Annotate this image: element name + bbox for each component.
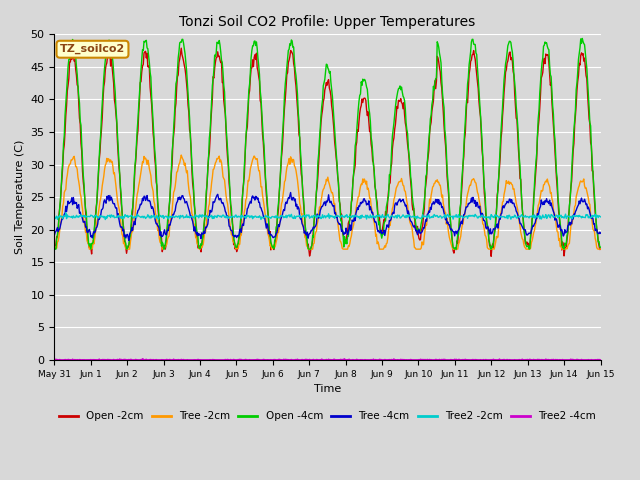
Open -2cm	[60, 142, 68, 148]
Tree -2cm	[60, 190, 68, 195]
Tree2 -4cm	[202, 357, 209, 363]
Open -2cm	[172, 100, 180, 106]
Open -2cm	[116, 186, 124, 192]
Line: Tree2 -2cm: Tree2 -2cm	[54, 213, 600, 219]
Tree -2cm	[596, 246, 604, 252]
X-axis label: Time: Time	[314, 384, 341, 394]
Tree2 -4cm	[173, 357, 180, 363]
Tree2 -4cm	[395, 357, 403, 362]
Line: Tree -2cm: Tree -2cm	[54, 155, 600, 249]
Tree2 -4cm	[51, 357, 58, 363]
Tree2 -4cm	[139, 356, 147, 361]
Open -4cm	[395, 86, 403, 92]
Tree2 -2cm	[60, 214, 68, 219]
Tree2 -2cm	[412, 214, 419, 220]
Open -4cm	[411, 216, 419, 222]
Text: TZ_soilco2: TZ_soilco2	[60, 44, 125, 54]
Tree -4cm	[173, 200, 180, 205]
Tree -4cm	[412, 225, 419, 231]
Tree -2cm	[412, 245, 419, 251]
Tree -4cm	[287, 190, 294, 195]
Open -2cm	[395, 97, 403, 103]
Tree2 -2cm	[62, 210, 70, 216]
Open -4cm	[596, 244, 604, 250]
Tree2 -4cm	[116, 357, 124, 362]
Line: Open -2cm: Open -2cm	[54, 48, 600, 256]
Tree -2cm	[173, 169, 180, 175]
Tree -4cm	[51, 232, 58, 238]
Tree -2cm	[202, 222, 210, 228]
Open -2cm	[411, 211, 419, 217]
Line: Open -4cm: Open -4cm	[54, 38, 600, 249]
Y-axis label: Soil Temperature (C): Soil Temperature (C)	[15, 140, 25, 254]
Open -2cm	[177, 45, 185, 51]
Tree2 -2cm	[396, 212, 403, 218]
Open -2cm	[487, 253, 495, 259]
Tree -4cm	[202, 224, 209, 230]
Legend: Open -2cm, Tree -2cm, Open -4cm, Tree -4cm, Tree2 -2cm, Tree2 -4cm: Open -2cm, Tree -2cm, Open -4cm, Tree -4…	[55, 408, 600, 426]
Tree2 -2cm	[102, 216, 109, 222]
Open -4cm	[173, 78, 180, 84]
Tree2 -2cm	[202, 213, 210, 218]
Tree -2cm	[86, 246, 93, 252]
Open -4cm	[61, 112, 69, 118]
Tree2 -2cm	[173, 214, 181, 220]
Open -4cm	[117, 192, 125, 198]
Line: Tree -4cm: Tree -4cm	[54, 192, 600, 240]
Tree2 -2cm	[51, 216, 58, 222]
Open -2cm	[51, 245, 58, 251]
Tree -2cm	[177, 152, 185, 158]
Open -2cm	[596, 246, 604, 252]
Tree2 -4cm	[411, 357, 419, 363]
Tree -4cm	[396, 196, 403, 202]
Open -4cm	[51, 246, 59, 252]
Tree -4cm	[125, 238, 132, 243]
Tree2 -2cm	[118, 214, 126, 219]
Tree -2cm	[51, 245, 58, 251]
Open -2cm	[202, 209, 209, 215]
Tree -4cm	[116, 224, 124, 230]
Open -4cm	[202, 202, 209, 208]
Tree2 -2cm	[596, 214, 604, 220]
Tree -2cm	[396, 179, 403, 184]
Open -4cm	[51, 245, 58, 251]
Open -4cm	[579, 36, 586, 41]
Line: Tree2 -4cm: Tree2 -4cm	[54, 359, 600, 360]
Tree -4cm	[596, 230, 604, 236]
Tree2 -4cm	[596, 357, 604, 363]
Tree2 -4cm	[60, 357, 68, 362]
Tree -2cm	[117, 225, 125, 231]
Title: Tonzi Soil CO2 Profile: Upper Temperatures: Tonzi Soil CO2 Profile: Upper Temperatur…	[179, 15, 476, 29]
Tree -4cm	[60, 211, 68, 217]
